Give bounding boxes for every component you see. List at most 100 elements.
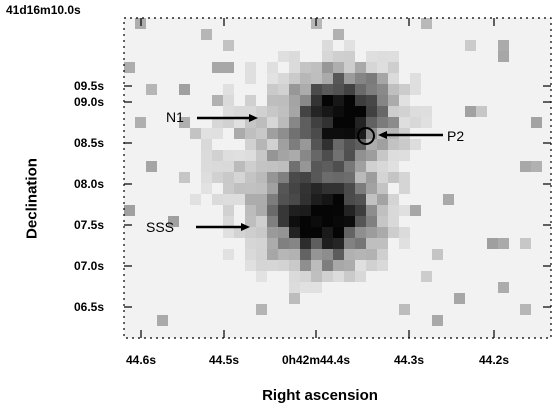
image-pixel	[399, 84, 410, 95]
image-pixel	[300, 139, 311, 150]
image-pixel	[355, 238, 366, 249]
image-pixel	[300, 216, 311, 227]
image-pixel	[322, 172, 333, 183]
image-pixel	[421, 106, 432, 117]
image-pixel	[311, 106, 322, 117]
image-pixel	[322, 260, 333, 271]
tick-marks	[124, 18, 551, 338]
image-pixel	[267, 139, 278, 150]
image-pixel	[388, 161, 399, 172]
y-axis-title: Declination	[23, 158, 41, 239]
y-tick-label: 08.0s	[73, 177, 104, 191]
image-pixel	[256, 260, 267, 271]
image-pixel	[212, 161, 223, 172]
image-pixel	[157, 315, 168, 326]
image-pixel	[256, 271, 267, 282]
image-pixel	[256, 106, 267, 117]
image-pixel	[256, 117, 267, 128]
image-pixel	[366, 161, 377, 172]
image-pixel	[234, 128, 245, 139]
image-pixel	[344, 216, 355, 227]
image-pixel	[333, 128, 344, 139]
image-pixel	[421, 18, 432, 29]
image-pixel	[333, 139, 344, 150]
image-pixel	[333, 150, 344, 161]
image-pixel	[289, 106, 300, 117]
image-pixel	[300, 73, 311, 84]
image-pixel	[344, 238, 355, 249]
image-pixel	[146, 84, 157, 95]
image-pixel	[245, 227, 256, 238]
image-pixel	[344, 183, 355, 194]
image-pixel	[300, 183, 311, 194]
image-pixel	[300, 238, 311, 249]
image-pixel	[498, 238, 509, 249]
image-pixel	[289, 161, 300, 172]
p2-arrowhead	[378, 131, 387, 139]
image-pixel	[355, 161, 366, 172]
image-pixel	[289, 183, 300, 194]
image-pixel	[300, 271, 311, 282]
image-pixel	[267, 260, 278, 271]
image-pixel	[267, 73, 278, 84]
image-pixel	[245, 238, 256, 249]
image-pixel	[344, 271, 355, 282]
image-pixel	[311, 227, 322, 238]
image-pixel	[190, 128, 201, 139]
image-pixel	[344, 95, 355, 106]
image-pixel	[366, 260, 377, 271]
image-pixel	[421, 117, 432, 128]
image-pixel	[168, 216, 179, 227]
image-pixel	[311, 238, 322, 249]
image-pixel	[278, 172, 289, 183]
image-pixel	[322, 227, 333, 238]
image-pixel	[388, 51, 399, 62]
image-pixel	[289, 205, 300, 216]
image-pixel	[289, 73, 300, 84]
image-pixel	[300, 150, 311, 161]
image-pixel	[377, 238, 388, 249]
image-pixel	[366, 216, 377, 227]
image-pixel	[124, 205, 135, 216]
image-pixel	[388, 194, 399, 205]
image-pixel	[322, 139, 333, 150]
image-pixel	[256, 139, 267, 150]
image-pixel	[278, 51, 289, 62]
image-pixel	[355, 150, 366, 161]
image-pixel	[289, 238, 300, 249]
image-pixel	[333, 227, 344, 238]
image-pixel	[377, 216, 388, 227]
y-tick-label: 09.5s	[73, 79, 104, 93]
image-pixel	[267, 84, 278, 95]
x-tick-label: 44.6s	[125, 353, 157, 367]
dec-top-label: 41d16m10.0s	[6, 3, 81, 17]
image-pixel	[245, 183, 256, 194]
image-pixel	[212, 62, 223, 73]
image-pixel	[146, 161, 157, 172]
image-pixel	[399, 128, 410, 139]
image-pixel	[223, 183, 234, 194]
image-pixel	[410, 139, 421, 150]
image-pixel	[179, 84, 190, 95]
image-pixel	[388, 106, 399, 117]
image-pixel	[289, 194, 300, 205]
image-pixel	[322, 117, 333, 128]
image-pixel	[212, 194, 223, 205]
image-pixel	[245, 106, 256, 117]
x-tick-label: 44.2s	[478, 353, 510, 367]
image-pixel	[201, 128, 212, 139]
image-pixel	[366, 227, 377, 238]
image-pixel	[223, 62, 234, 73]
image-pixel	[278, 73, 289, 84]
image-pixel	[366, 128, 377, 139]
image-pixel	[399, 139, 410, 150]
image-pixel	[300, 161, 311, 172]
image-pixel	[256, 161, 267, 172]
image-pixel	[300, 84, 311, 95]
image-pixel	[377, 73, 388, 84]
image-pixel	[377, 183, 388, 194]
image-pixel	[520, 304, 531, 315]
image-pixel	[223, 95, 234, 106]
image-pixel	[223, 106, 234, 117]
